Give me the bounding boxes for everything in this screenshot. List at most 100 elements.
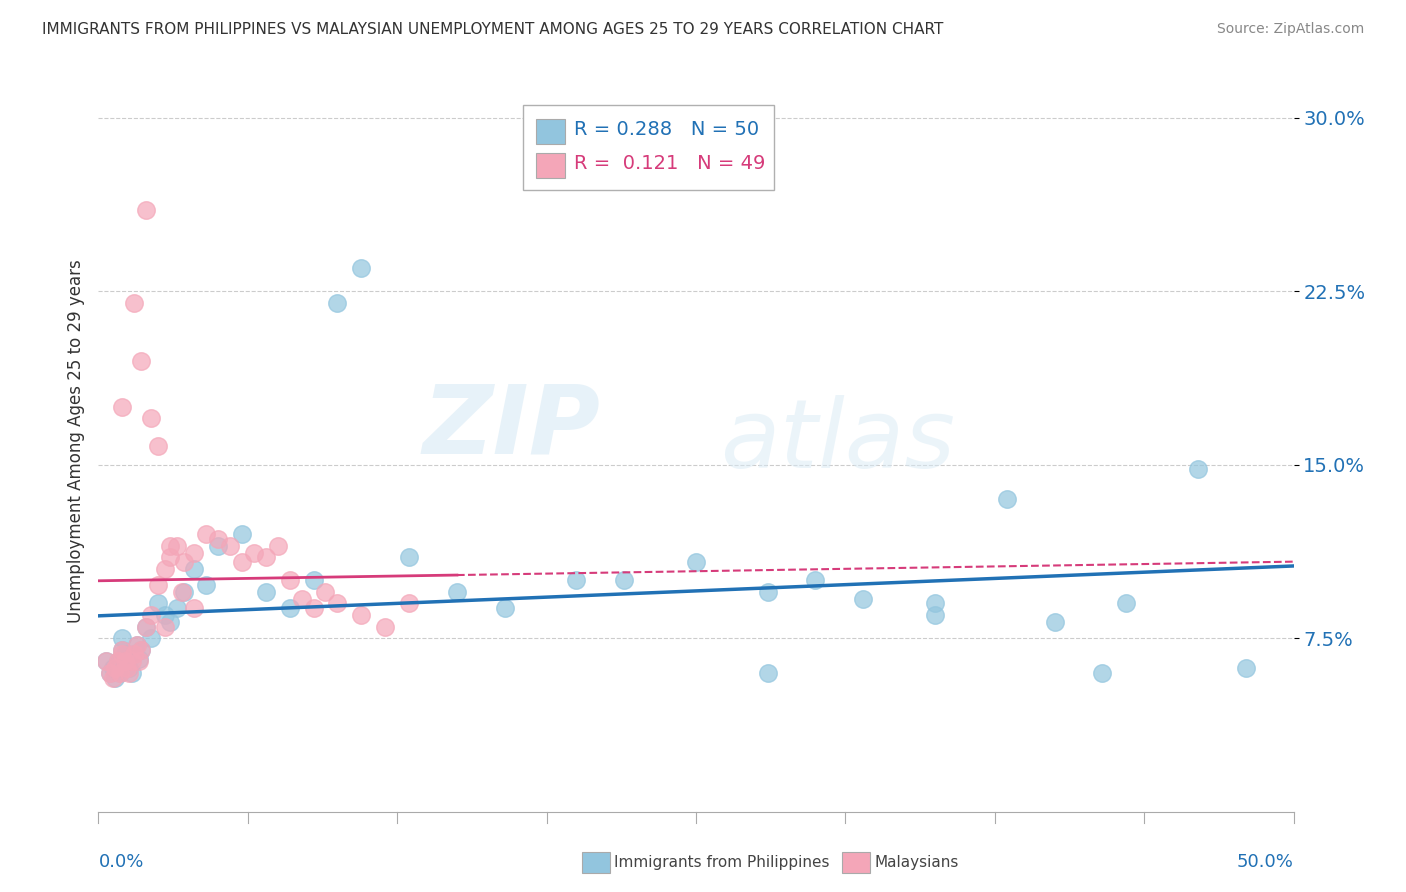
- Text: Malaysians: Malaysians: [875, 855, 959, 870]
- Point: [267, 539, 290, 553]
- Point: [124, 648, 146, 662]
- Point: [159, 550, 181, 565]
- Point: [148, 578, 170, 592]
- Point: [207, 539, 229, 553]
- Text: R = 0.288   N = 50: R = 0.288 N = 50: [574, 120, 759, 139]
- Point: [124, 295, 146, 310]
- Text: Source: ZipAtlas.com: Source: ZipAtlas.com: [1216, 22, 1364, 37]
- Point: [111, 648, 134, 662]
- Point: [139, 411, 162, 425]
- Point: [115, 661, 138, 675]
- Point: [104, 671, 127, 685]
- Point: [121, 665, 143, 680]
- Point: [1091, 665, 1114, 680]
- Text: Immigrants from Philippines: Immigrants from Philippines: [614, 855, 830, 870]
- FancyBboxPatch shape: [536, 153, 565, 178]
- Point: [172, 585, 194, 599]
- Point: [183, 545, 205, 560]
- Y-axis label: Unemployment Among Ages 25 to 29 years: Unemployment Among Ages 25 to 29 years: [66, 260, 84, 624]
- Point: [125, 638, 148, 652]
- Point: [131, 642, 153, 657]
- Point: [98, 665, 122, 680]
- Point: [995, 492, 1018, 507]
- Text: IMMIGRANTS FROM PHILIPPINES VS MALAYSIAN UNEMPLOYMENT AMONG AGES 25 TO 29 YEARS : IMMIGRANTS FROM PHILIPPINES VS MALAYSIAN…: [42, 22, 943, 37]
- Point: [94, 654, 117, 668]
- Point: [118, 665, 141, 680]
- Point: [148, 439, 170, 453]
- Point: [114, 648, 136, 662]
- Point: [924, 608, 946, 623]
- Point: [804, 574, 827, 588]
- Point: [108, 665, 131, 680]
- Point: [302, 574, 325, 588]
- Point: [278, 601, 301, 615]
- Point: [195, 578, 218, 592]
- Text: 0.0%: 0.0%: [98, 854, 143, 871]
- Point: [135, 619, 157, 633]
- Point: [326, 597, 349, 611]
- Point: [111, 642, 134, 657]
- Point: [243, 545, 266, 560]
- FancyBboxPatch shape: [536, 119, 565, 144]
- Point: [254, 550, 277, 565]
- Point: [139, 608, 162, 623]
- Point: [125, 638, 148, 652]
- Point: [446, 585, 468, 599]
- Point: [291, 591, 314, 606]
- Point: [398, 550, 420, 565]
- Point: [1234, 661, 1257, 675]
- Point: [350, 260, 373, 275]
- Point: [207, 532, 229, 546]
- Point: [756, 665, 779, 680]
- Point: [231, 555, 253, 569]
- Point: [131, 642, 153, 657]
- Point: [128, 652, 150, 666]
- Point: [155, 608, 177, 623]
- Point: [1115, 597, 1137, 611]
- Point: [155, 562, 177, 576]
- Point: [852, 591, 875, 606]
- Point: [278, 574, 301, 588]
- Point: [124, 648, 146, 662]
- Point: [159, 539, 181, 553]
- Point: [94, 654, 117, 668]
- Point: [494, 601, 516, 615]
- Point: [111, 642, 134, 657]
- FancyBboxPatch shape: [523, 104, 773, 190]
- Point: [128, 654, 150, 668]
- Point: [398, 597, 420, 611]
- Point: [173, 585, 195, 599]
- Point: [107, 654, 129, 668]
- Point: [374, 619, 396, 633]
- Point: [159, 615, 181, 629]
- Point: [166, 539, 188, 553]
- Point: [219, 539, 242, 553]
- Point: [108, 665, 131, 680]
- Point: [326, 295, 349, 310]
- Point: [131, 353, 153, 368]
- Point: [139, 631, 162, 645]
- Text: ZIP: ZIP: [422, 380, 600, 474]
- Text: atlas: atlas: [720, 395, 955, 488]
- Point: [101, 661, 124, 675]
- Point: [756, 585, 779, 599]
- Point: [114, 654, 136, 668]
- Point: [173, 555, 195, 569]
- Point: [231, 527, 253, 541]
- Point: [302, 601, 325, 615]
- Point: [111, 631, 134, 645]
- Text: 50.0%: 50.0%: [1237, 854, 1294, 871]
- Point: [121, 654, 143, 668]
- Point: [613, 574, 636, 588]
- Point: [1043, 615, 1066, 629]
- Point: [350, 608, 373, 623]
- Point: [685, 555, 707, 569]
- Point: [183, 601, 205, 615]
- Point: [148, 597, 170, 611]
- Point: [111, 400, 134, 414]
- Point: [565, 574, 588, 588]
- Point: [166, 601, 188, 615]
- Point: [924, 597, 946, 611]
- Point: [315, 585, 337, 599]
- Point: [115, 654, 138, 668]
